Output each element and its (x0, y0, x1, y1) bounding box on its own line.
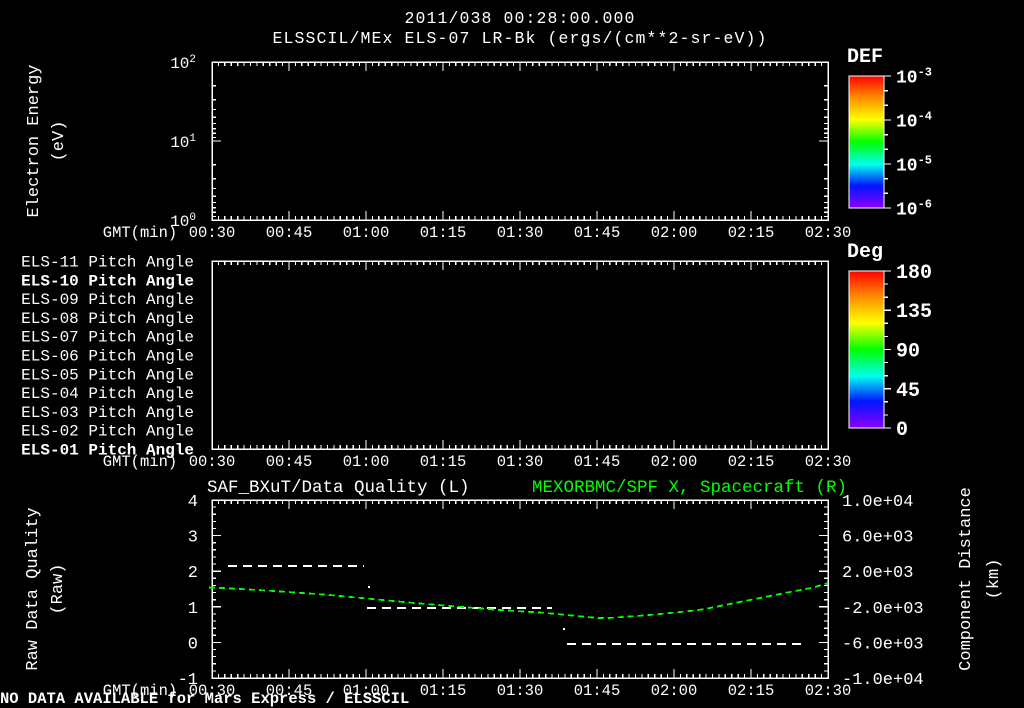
svg-text:02:15: 02:15 (728, 453, 775, 471)
svg-text:6.0e+03: 6.0e+03 (842, 529, 913, 548)
svg-text:180: 180 (896, 262, 932, 285)
svg-text:ELS-06 Pitch Angle: ELS-06 Pitch Angle (21, 348, 194, 366)
svg-text:4: 4 (188, 493, 198, 512)
svg-text:02:00: 02:00 (651, 453, 698, 471)
svg-text:01:00: 01:00 (343, 453, 390, 471)
svg-text:-6.0e+03: -6.0e+03 (842, 635, 924, 654)
svg-text:(Raw): (Raw) (49, 563, 68, 614)
svg-text:-2.0e+03: -2.0e+03 (842, 600, 924, 619)
svg-text:00:45: 00:45 (266, 224, 313, 242)
svg-text:02:00: 02:00 (651, 224, 698, 242)
svg-text:2011/038 00:28:00.000: 2011/038 00:28:00.000 (404, 9, 635, 28)
svg-text:01:30: 01:30 (497, 453, 544, 471)
svg-text:ELS-11 Pitch Angle: ELS-11 Pitch Angle (21, 254, 194, 272)
svg-text:00:30: 00:30 (189, 453, 236, 471)
svg-text:NO DATA AVAILABLE for Mars Exp: NO DATA AVAILABLE for Mars Express / ELS… (0, 690, 409, 708)
svg-text:90: 90 (896, 341, 920, 364)
svg-text:45: 45 (896, 380, 920, 403)
svg-text:01:15: 01:15 (420, 453, 467, 471)
svg-text:0: 0 (188, 635, 198, 654)
svg-text:ELS-05 Pitch Angle: ELS-05 Pitch Angle (21, 366, 194, 384)
svg-text:01:45: 01:45 (574, 453, 621, 471)
svg-text:02:15: 02:15 (728, 224, 775, 242)
svg-text:Component Distance: Component Distance (957, 487, 976, 671)
svg-text:01:30: 01:30 (497, 224, 544, 242)
svg-text:02:30: 02:30 (805, 682, 852, 700)
svg-text:00:30: 00:30 (189, 224, 236, 242)
svg-text:2.0e+03: 2.0e+03 (842, 564, 913, 583)
svg-text:02:30: 02:30 (805, 224, 852, 242)
svg-text:ELS-02 Pitch Angle: ELS-02 Pitch Angle (21, 423, 194, 441)
svg-text:01:45: 01:45 (574, 682, 621, 700)
svg-text:00:45: 00:45 (266, 453, 313, 471)
svg-text:02:00: 02:00 (651, 682, 698, 700)
svg-text:3: 3 (188, 529, 198, 548)
svg-text:GMT(min): GMT(min) (103, 224, 177, 242)
svg-text:SAF_BXuT/Data Quality (L): SAF_BXuT/Data Quality (L) (207, 478, 470, 498)
svg-text:01:15: 01:15 (420, 224, 467, 242)
svg-text:01:45: 01:45 (574, 224, 621, 242)
svg-text:01:15: 01:15 (420, 682, 467, 700)
svg-text:ELS-10 Pitch Angle: ELS-10 Pitch Angle (21, 272, 194, 290)
svg-text:2: 2 (188, 564, 198, 583)
svg-text:GMT(min): GMT(min) (103, 453, 177, 471)
svg-text:ELS-03 Pitch Angle: ELS-03 Pitch Angle (21, 404, 194, 422)
svg-text:(eV): (eV) (50, 121, 69, 162)
svg-text:ELS-04 Pitch Angle: ELS-04 Pitch Angle (21, 385, 194, 403)
svg-text:01:30: 01:30 (497, 682, 544, 700)
svg-text:1: 1 (188, 600, 198, 619)
svg-text:(km): (km) (985, 559, 1004, 600)
svg-text:-1.0e+04: -1.0e+04 (842, 671, 924, 690)
svg-text:Electron Energy: Electron Energy (25, 64, 44, 217)
svg-text:ELS-09 Pitch Angle: ELS-09 Pitch Angle (21, 291, 194, 309)
svg-text:DEF: DEF (847, 46, 883, 69)
svg-text:0: 0 (896, 419, 908, 442)
svg-text:ELS-07 Pitch Angle: ELS-07 Pitch Angle (21, 329, 194, 347)
svg-text:ELS-08 Pitch Angle: ELS-08 Pitch Angle (21, 310, 194, 328)
svg-text:135: 135 (896, 301, 932, 324)
svg-text:Deg: Deg (847, 241, 883, 264)
svg-text:02:30: 02:30 (805, 453, 852, 471)
svg-text:ELSSCIL/MEx ELS-07 LR-Bk (er: ELSSCIL/MEx ELS-07 LR-Bk (ergs/(cm**2-sr… (272, 29, 767, 48)
svg-text:01:00: 01:00 (343, 224, 390, 242)
svg-text:Raw Data Quality: Raw Data Quality (24, 507, 43, 670)
svg-text:02:15: 02:15 (728, 682, 775, 700)
svg-text:1.0e+04: 1.0e+04 (842, 493, 913, 512)
svg-text:MEXORBMC/SPF X, Spacecraft (R): MEXORBMC/SPF X, Spacecraft (R) (532, 478, 847, 498)
